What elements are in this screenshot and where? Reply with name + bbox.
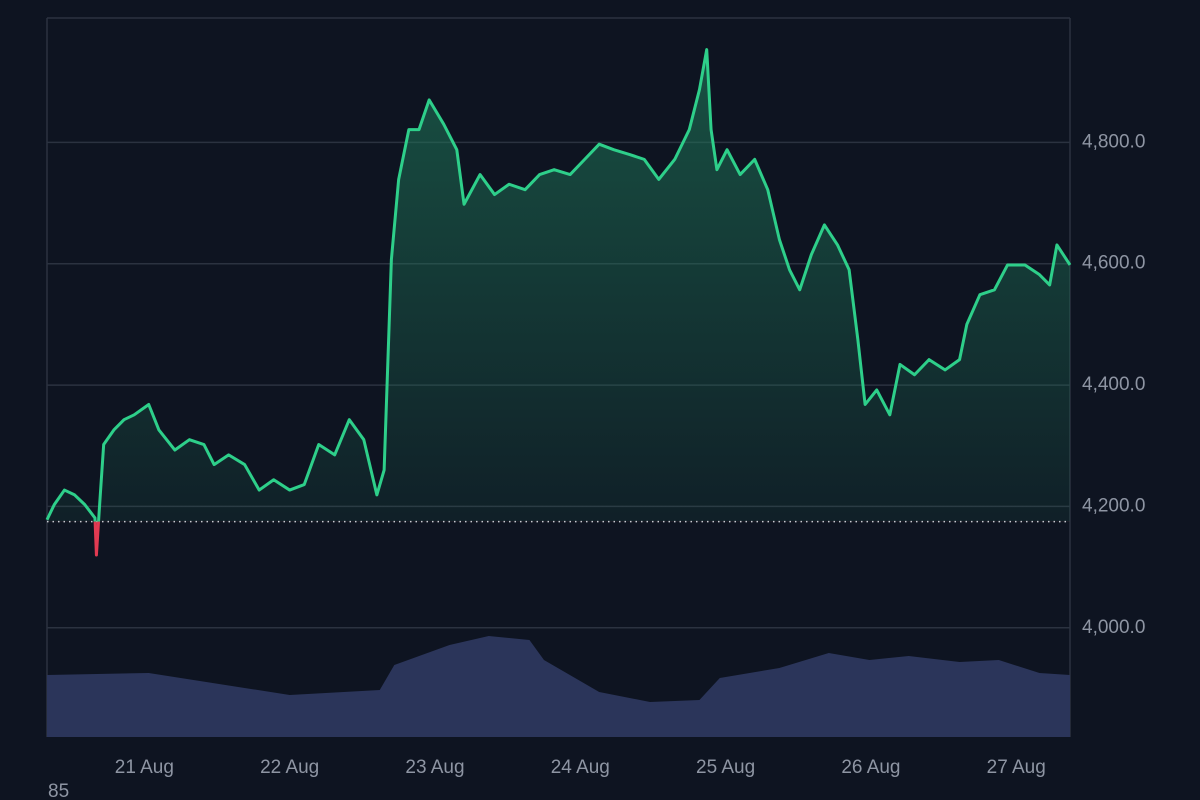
- y-tick-label: 4,400.0: [1082, 374, 1145, 395]
- y-tick-label: 4,600.0: [1082, 253, 1145, 274]
- y-tick-label: 4,800.0: [1082, 131, 1145, 152]
- price-line: [45, 48, 1072, 522]
- x-tick-label: 21 Aug: [115, 757, 174, 778]
- plot: 4,000.0 4,200.0 4,400.0 4,600.0 4,800.0 21 Au…: [45, 17, 1145, 778]
- x-tick-label: 24 Aug: [551, 757, 610, 778]
- x-tick-label: 23 Aug: [405, 757, 464, 778]
- x-tick-label: 22 Aug: [260, 757, 319, 778]
- x-tick-label: 26 Aug: [841, 757, 900, 778]
- annotation: 85: [48, 781, 69, 800]
- y-tick-label: 4,200.0: [1082, 495, 1145, 516]
- volume-area: [47, 636, 1070, 737]
- price-area: [47, 49, 1070, 522]
- y-tick-label: 4,000.0: [1082, 617, 1145, 638]
- x-tick-label: 27 Aug: [987, 757, 1046, 778]
- x-tick-label: 25 Aug: [696, 757, 755, 778]
